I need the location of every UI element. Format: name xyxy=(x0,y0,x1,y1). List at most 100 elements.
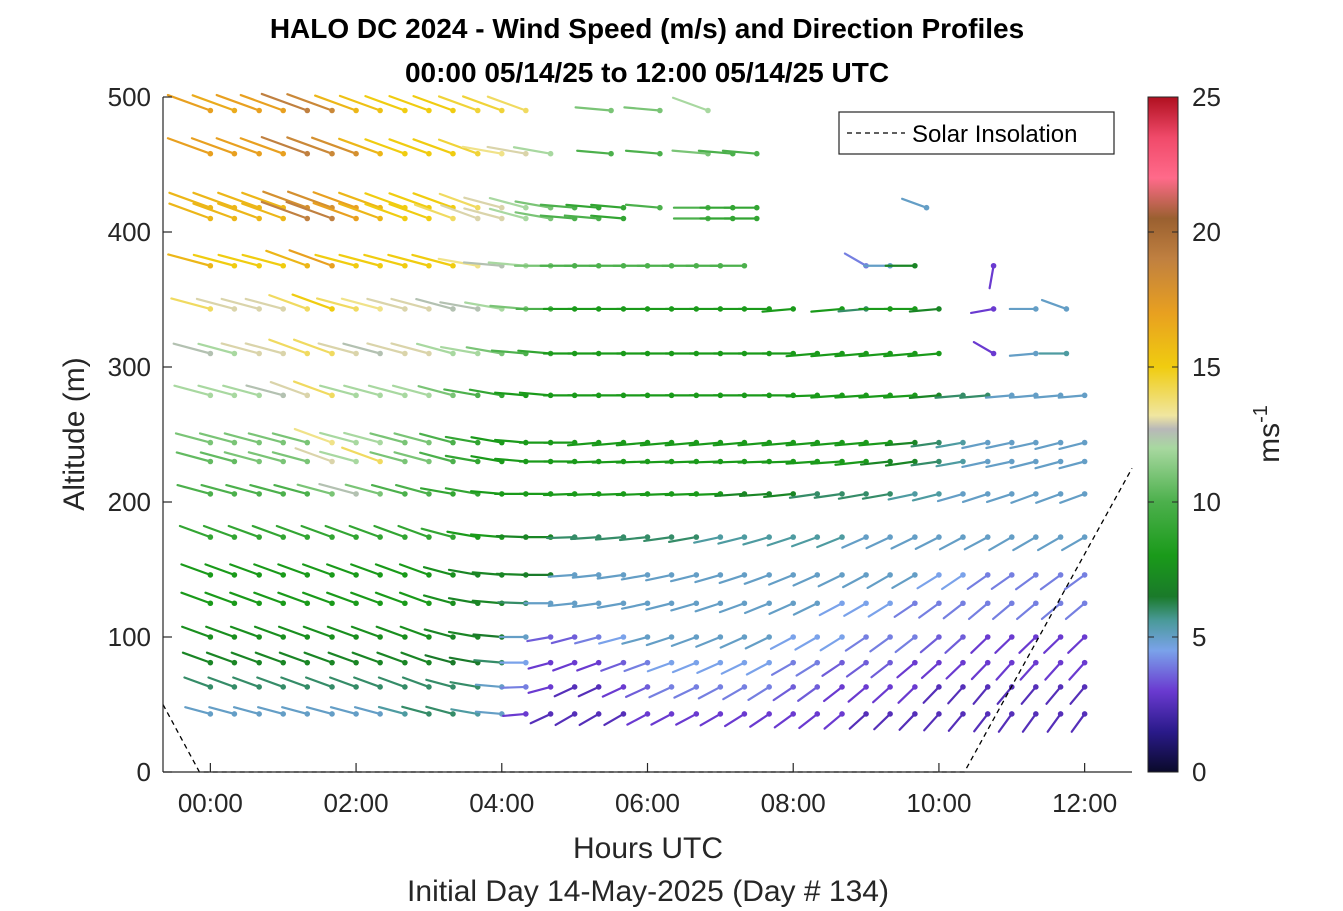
barb-shaft xyxy=(942,602,965,620)
barb-shaft xyxy=(761,307,795,313)
barb-dot xyxy=(377,150,383,157)
barb-dot xyxy=(280,439,287,446)
barb-shaft xyxy=(190,137,236,155)
barb-shaft xyxy=(329,676,358,689)
profile-row xyxy=(166,136,760,157)
barb-shaft xyxy=(281,706,309,716)
barb-dot xyxy=(912,600,918,607)
barb-shaft xyxy=(343,431,382,444)
barb-shaft xyxy=(412,192,455,209)
wind-barb xyxy=(202,524,238,540)
barb-shaft xyxy=(217,191,261,209)
barb-shaft xyxy=(997,712,1013,733)
wind-barb xyxy=(199,451,238,465)
wind-barb xyxy=(369,451,408,465)
barb-shaft xyxy=(253,591,285,605)
barb-shaft xyxy=(488,207,527,220)
wind-barb xyxy=(498,634,529,640)
barb-shaft xyxy=(718,602,746,614)
wind-barb xyxy=(719,634,748,649)
barb-dot xyxy=(863,534,869,540)
barb-dot xyxy=(668,600,675,607)
wind-barb xyxy=(1009,439,1039,450)
wind-barb xyxy=(419,432,456,446)
barb-dot xyxy=(814,634,821,640)
barb-dot xyxy=(741,711,748,717)
wind-barb xyxy=(761,306,797,313)
barb-shaft xyxy=(923,712,941,732)
wind-barb xyxy=(920,659,942,680)
barb-dot xyxy=(814,711,821,717)
barb-shaft xyxy=(891,573,916,590)
colorbar-tick-label: 0 xyxy=(1192,757,1206,787)
barb-dot xyxy=(426,306,432,312)
wind-barb xyxy=(1058,458,1088,470)
wind-barb xyxy=(866,572,893,590)
barb-shaft xyxy=(816,535,844,549)
barb-shaft xyxy=(463,196,503,209)
barb-shaft xyxy=(745,661,771,676)
wind-barb xyxy=(439,301,481,312)
profile-row xyxy=(166,92,711,114)
barb-dot xyxy=(377,534,383,540)
barb-dot xyxy=(256,306,262,312)
wind-barb xyxy=(643,534,675,543)
barb-dot xyxy=(1057,439,1064,446)
barb-shaft xyxy=(769,635,795,650)
barb-dot xyxy=(377,107,383,114)
barb-dot xyxy=(353,534,359,540)
wind-barb xyxy=(527,659,554,670)
barb-shaft xyxy=(870,661,892,679)
barb-dot xyxy=(207,392,214,399)
wind-barb xyxy=(773,711,797,729)
barb-shaft xyxy=(232,706,261,716)
barb-dot xyxy=(304,150,311,157)
barb-dot xyxy=(450,107,456,114)
barb-dot xyxy=(1033,491,1039,497)
wind-barb xyxy=(1014,572,1039,591)
wind-barb xyxy=(415,298,456,312)
wind-barb xyxy=(884,458,918,467)
barb-dot xyxy=(1008,534,1015,540)
barb-shaft xyxy=(192,253,236,267)
wind-barb xyxy=(388,203,432,222)
barb-shaft xyxy=(744,635,771,650)
barb-dot xyxy=(329,572,335,578)
wind-barb xyxy=(397,524,432,540)
barb-dot xyxy=(1033,458,1039,465)
wind-barb xyxy=(205,625,238,640)
wind-barb xyxy=(745,659,772,676)
barb-shaft xyxy=(377,676,406,689)
barb-dot xyxy=(547,634,554,640)
wind-barb xyxy=(935,439,966,449)
wind-barb xyxy=(412,138,456,157)
barb-dot xyxy=(741,600,748,607)
barb-shaft xyxy=(393,451,431,463)
wind-barb xyxy=(394,484,432,497)
barb-shaft xyxy=(288,249,334,267)
wind-barb xyxy=(571,572,602,579)
barb-shaft xyxy=(390,342,431,355)
barb-shaft xyxy=(202,524,236,539)
barb-dot xyxy=(256,215,262,222)
barb-dot xyxy=(426,107,432,114)
barb-dot xyxy=(402,711,408,717)
barb-shaft xyxy=(590,214,625,220)
barb-dot xyxy=(231,491,238,497)
wind-barb xyxy=(722,684,748,701)
wind-barb xyxy=(699,711,724,727)
barb-dot xyxy=(377,458,383,465)
barb-dot xyxy=(620,215,627,222)
barb-dot xyxy=(1057,711,1064,717)
barb-shaft xyxy=(670,635,698,647)
barb-dot xyxy=(571,684,578,690)
barb-dot xyxy=(644,600,651,607)
wind-barb xyxy=(296,483,335,497)
wind-barb xyxy=(763,491,797,499)
wind-barb xyxy=(374,563,408,578)
barb-shaft xyxy=(450,708,479,716)
barb-dot xyxy=(693,684,700,690)
barb-shaft xyxy=(884,460,916,467)
wind-barb xyxy=(423,628,456,640)
barb-shaft xyxy=(1059,492,1086,504)
